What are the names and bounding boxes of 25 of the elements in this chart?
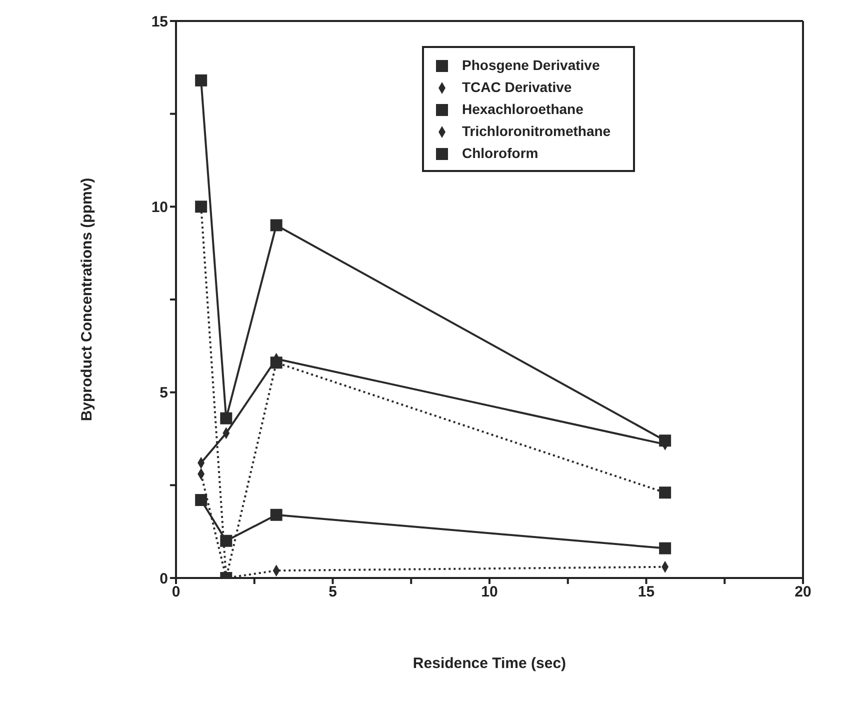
point bbox=[195, 74, 208, 86]
legend-label: Chloroform bbox=[462, 145, 538, 161]
x-tick-label: 0 bbox=[172, 584, 180, 601]
x-axis-title: Residence Time (sec) bbox=[412, 655, 566, 672]
x-tick-label: 5 bbox=[328, 584, 337, 601]
legend-label: Trichloronitromethane bbox=[462, 123, 611, 139]
point bbox=[195, 494, 208, 506]
x-tick-label: 20 bbox=[794, 584, 812, 601]
point bbox=[220, 412, 232, 424]
point bbox=[270, 219, 282, 232]
point bbox=[270, 508, 282, 521]
legend-label: Phosgene Derivative bbox=[462, 57, 600, 73]
point bbox=[220, 534, 232, 547]
y-tick-label: 5 bbox=[160, 384, 168, 402]
legend-label: Hexachloroethane bbox=[462, 101, 584, 117]
x-tick-label: 10 bbox=[481, 584, 498, 601]
y-tick-label: 15 bbox=[151, 13, 168, 30]
point bbox=[659, 486, 672, 499]
point bbox=[195, 200, 208, 213]
point bbox=[659, 542, 672, 554]
y-tick-label: 0 bbox=[160, 570, 168, 588]
legend-label: TCAC Derivative bbox=[462, 79, 572, 95]
y-axis-title: Byproduct Concentrations (ppmv) bbox=[78, 178, 96, 422]
x-tick-label: 15 bbox=[638, 584, 655, 601]
y-tick-label: 10 bbox=[151, 198, 168, 216]
